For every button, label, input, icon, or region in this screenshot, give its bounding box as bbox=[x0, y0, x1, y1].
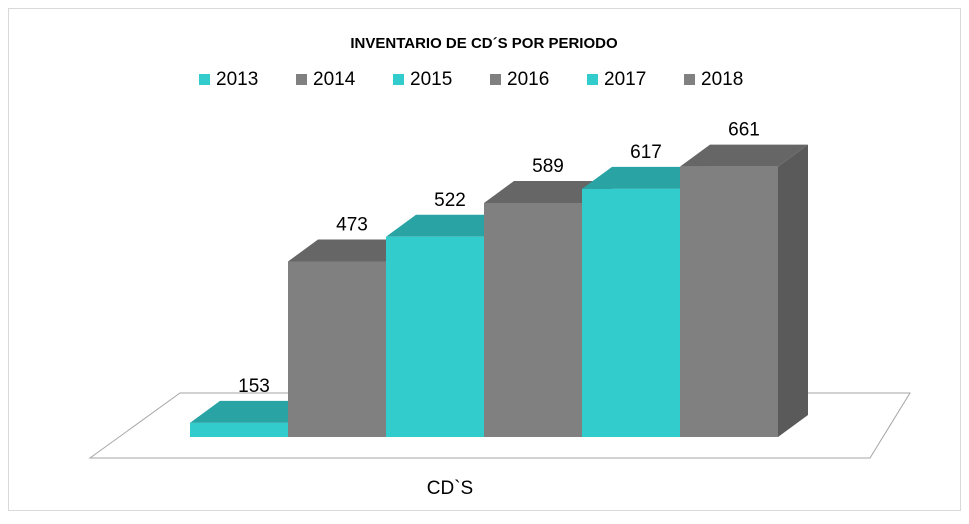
x-tick-label: CD`S bbox=[427, 478, 473, 499]
bar-top bbox=[484, 180, 612, 203]
chart-title: INVENTARIO DE CD´S POR PERIODO bbox=[350, 35, 618, 52]
bar-top bbox=[386, 214, 514, 237]
bar-front bbox=[288, 261, 386, 437]
bar-side bbox=[778, 144, 808, 438]
bar-top bbox=[190, 400, 318, 423]
data-label: 473 bbox=[336, 215, 368, 236]
bar bbox=[190, 400, 318, 437]
bar-front bbox=[190, 422, 288, 437]
data-label: 589 bbox=[532, 156, 564, 177]
bar-front bbox=[484, 202, 582, 437]
data-label: 661 bbox=[728, 120, 760, 141]
legend-label: 2018 bbox=[701, 69, 743, 90]
data-label: 522 bbox=[434, 190, 466, 211]
bar-front bbox=[582, 188, 680, 437]
bar-top bbox=[582, 166, 710, 189]
legend-label: 2016 bbox=[507, 69, 549, 90]
data-label: 617 bbox=[630, 142, 662, 163]
bar-front bbox=[680, 166, 778, 438]
bar-top bbox=[288, 239, 416, 262]
legend-label: 2017 bbox=[604, 69, 646, 90]
legend-swatch bbox=[296, 74, 307, 85]
legend-swatch bbox=[684, 74, 695, 85]
legend-swatch bbox=[393, 74, 404, 85]
legend-swatch bbox=[490, 74, 501, 85]
legend-swatch bbox=[199, 74, 210, 85]
legend-label: 2015 bbox=[410, 69, 452, 90]
bar-front bbox=[386, 236, 484, 437]
legend-label: 2014 bbox=[313, 69, 356, 90]
legend-swatch bbox=[587, 74, 598, 85]
legend-label: 2013 bbox=[216, 69, 258, 90]
data-label: 153 bbox=[238, 376, 270, 397]
bar bbox=[680, 144, 808, 438]
bar-top bbox=[680, 144, 808, 167]
